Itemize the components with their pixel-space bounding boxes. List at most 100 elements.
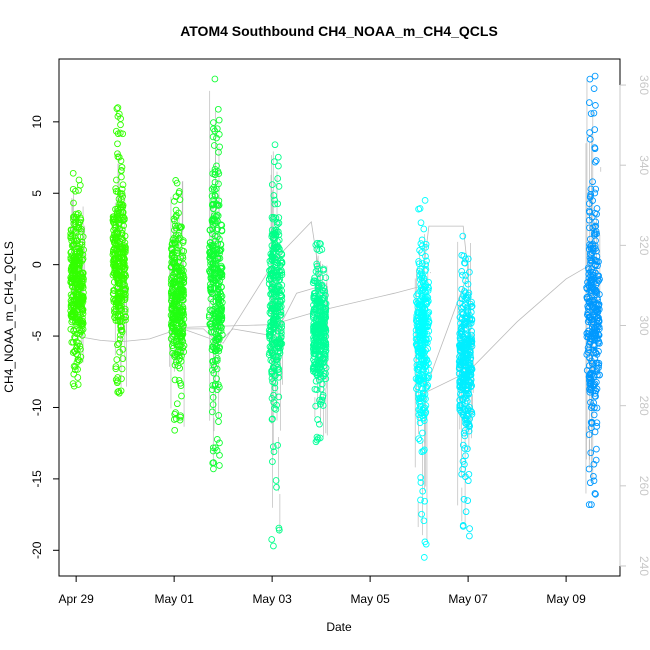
data-point <box>461 432 469 440</box>
data-point <box>592 157 600 164</box>
data-point <box>70 216 77 224</box>
data-point <box>464 280 472 288</box>
data-point <box>416 419 424 427</box>
data-point <box>591 490 599 497</box>
data-point <box>318 303 325 311</box>
data-point <box>175 188 183 195</box>
y2-tick-label: 340 <box>637 155 650 175</box>
data-point <box>315 270 322 278</box>
data-point <box>67 234 75 242</box>
data-point <box>464 419 471 426</box>
data-point <box>77 225 85 233</box>
data-point <box>172 415 180 423</box>
data-point <box>74 219 82 227</box>
data-point <box>466 525 473 532</box>
data-point <box>586 250 594 258</box>
data-point <box>116 311 124 319</box>
data-point <box>209 133 217 141</box>
data-point <box>114 341 121 349</box>
data-point <box>122 316 129 324</box>
data-point <box>209 447 217 455</box>
data-point <box>465 350 473 358</box>
data-point <box>115 291 122 298</box>
data-point <box>459 271 466 279</box>
data-point <box>423 383 431 391</box>
data-point <box>114 313 122 321</box>
data-point <box>69 380 77 387</box>
data-point <box>117 322 125 330</box>
data-point <box>465 427 473 435</box>
data-point <box>592 102 599 109</box>
data-point <box>115 153 123 161</box>
data-point <box>416 437 424 444</box>
data-point <box>592 228 600 235</box>
data-point <box>270 542 277 550</box>
data-point <box>591 223 599 231</box>
data-point <box>270 291 278 299</box>
data-point <box>118 365 126 373</box>
data-point <box>462 382 469 390</box>
data-point <box>269 250 277 258</box>
data-point <box>174 222 182 230</box>
data-point <box>110 215 118 223</box>
data-point <box>268 370 276 378</box>
data-point <box>111 233 119 240</box>
data-point <box>463 295 471 302</box>
data-point <box>419 349 427 357</box>
data-point <box>595 348 602 355</box>
data-point <box>271 200 279 208</box>
data-point <box>215 148 222 156</box>
series-1 <box>109 104 130 397</box>
data-point <box>216 250 223 257</box>
data-point <box>111 230 119 238</box>
data-point <box>211 171 219 178</box>
data-point <box>113 356 121 363</box>
data-point <box>116 250 123 258</box>
data-point <box>119 249 127 257</box>
data-point <box>171 410 179 418</box>
data-point <box>594 308 602 316</box>
data-point <box>269 443 277 451</box>
data-point <box>268 181 276 188</box>
data-point <box>218 273 226 281</box>
data-point <box>592 218 600 226</box>
data-point <box>110 219 118 226</box>
data-point <box>213 226 221 234</box>
data-point <box>74 381 82 388</box>
data-point <box>209 216 217 224</box>
data-point <box>322 327 330 335</box>
data-point <box>461 461 468 468</box>
data-point <box>172 358 180 366</box>
data-point <box>413 385 420 393</box>
data-point <box>585 207 593 215</box>
data-point <box>591 404 598 412</box>
data-point <box>269 415 276 423</box>
data-point <box>421 446 428 454</box>
y2-tick-label: 240 <box>637 556 650 576</box>
data-point <box>212 347 219 354</box>
data-point <box>68 311 76 319</box>
data-point <box>591 189 599 197</box>
data-point <box>418 510 425 518</box>
data-point <box>177 357 185 365</box>
data-point <box>271 141 279 149</box>
data-point <box>421 497 429 505</box>
data-point <box>209 401 217 408</box>
data-point <box>590 286 598 293</box>
data-point <box>422 252 429 260</box>
data-point <box>170 307 177 314</box>
data-point <box>592 247 600 255</box>
data-point <box>587 272 595 279</box>
data-point <box>592 257 599 264</box>
data-point <box>72 187 79 195</box>
data-point <box>414 369 422 377</box>
data-point <box>266 332 274 340</box>
data-point <box>590 109 598 117</box>
data-point <box>270 192 278 199</box>
data-point <box>462 415 470 422</box>
data-point <box>468 366 476 373</box>
data-point <box>207 283 215 291</box>
data-point <box>211 232 219 240</box>
data-point <box>420 447 427 455</box>
